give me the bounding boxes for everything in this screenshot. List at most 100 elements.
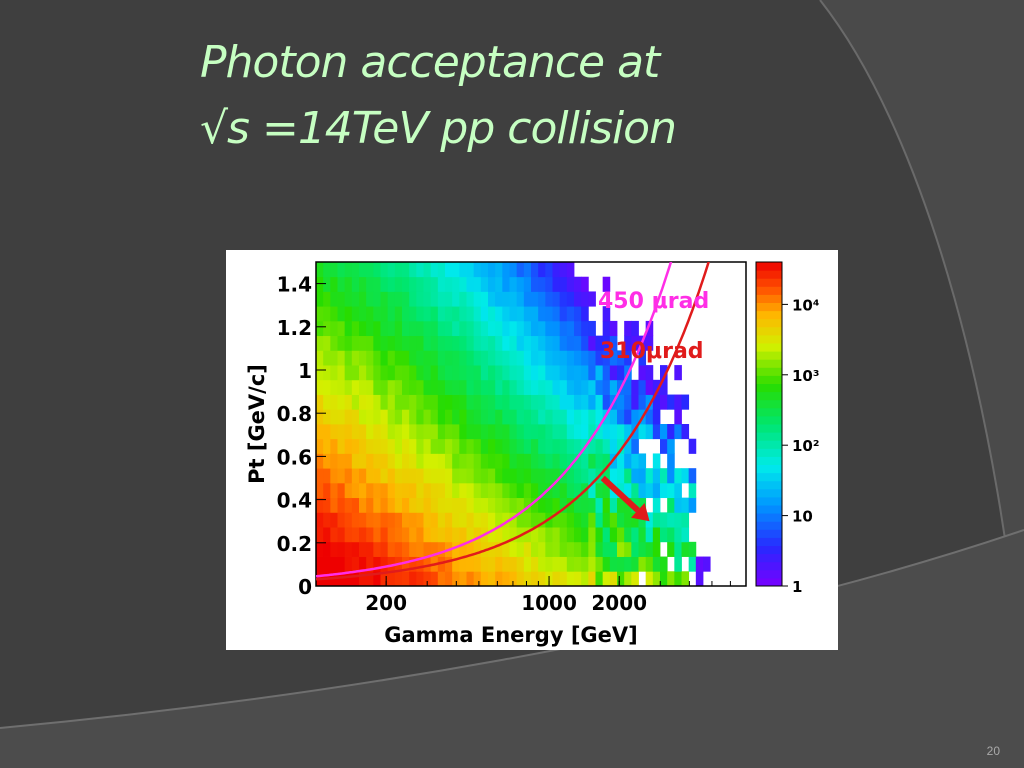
- heatmap-cell: [387, 512, 396, 528]
- heatmap-cell: [516, 335, 525, 351]
- heatmap-cell: [667, 512, 675, 528]
- heatmap-cell: [351, 262, 360, 278]
- heatmap-cell: [566, 276, 575, 292]
- heatmap-cell: [574, 276, 582, 292]
- colorbar-tick-label: 10: [792, 508, 813, 526]
- heatmap-cell: [459, 424, 467, 440]
- heatmap-cell: [366, 394, 374, 410]
- heatmap-cell: [495, 306, 503, 322]
- heatmap-cell: [437, 306, 446, 322]
- heatmap-cell: [380, 306, 389, 322]
- heatmap-cell: [394, 438, 403, 454]
- heatmap-cell: [373, 291, 381, 307]
- heatmap-cell: [509, 335, 518, 351]
- heatmap-cell: [473, 453, 482, 469]
- heatmap-cell: [344, 424, 353, 440]
- heatmap-cell: [416, 291, 424, 307]
- heatmap-cell: [452, 409, 460, 425]
- heatmap-cell: [602, 424, 611, 440]
- heatmap-cell: [602, 497, 611, 513]
- heatmap-cell: [366, 335, 374, 351]
- heatmap-cell: [359, 409, 367, 425]
- heatmap-cell: [480, 453, 489, 469]
- heatmap-cell: [638, 365, 647, 381]
- heatmap-cell: [581, 527, 589, 543]
- heatmap-cell: [509, 527, 518, 543]
- heatmap-cell: [323, 424, 331, 440]
- heatmap-cell: [624, 350, 632, 366]
- heatmap-cell: [581, 424, 589, 440]
- heatmap-cell: [631, 468, 639, 484]
- heatmap-cell: [445, 453, 453, 469]
- heatmap-cell: [359, 379, 367, 395]
- heatmap-cell: [409, 453, 417, 469]
- heatmap-cell: [516, 424, 525, 440]
- heatmap-cell: [609, 512, 618, 528]
- heatmap-cell: [480, 482, 489, 499]
- heatmap-cell: [387, 291, 396, 307]
- heatmap-cell: [344, 571, 353, 587]
- heatmap-cell: [459, 541, 467, 557]
- heatmap-cell: [330, 556, 338, 572]
- heatmap-cell: [480, 350, 489, 366]
- heatmap-cell: [366, 262, 374, 278]
- heatmap-cell: [445, 571, 453, 587]
- heatmap-cell: [366, 468, 374, 484]
- heatmap-cell: [330, 335, 338, 351]
- heatmap-cell: [316, 497, 324, 513]
- heatmap-cell: [380, 276, 389, 292]
- heatmap-cell: [452, 276, 460, 292]
- heatmap-cell: [624, 468, 632, 484]
- heatmap-cell: [574, 365, 582, 381]
- heatmap-cell: [380, 262, 389, 278]
- heatmap-cells: [316, 262, 711, 587]
- heatmap-cell: [416, 541, 424, 557]
- heatmap-cell: [495, 512, 503, 528]
- heatmap-cell: [416, 262, 424, 278]
- heatmap-cell: [545, 291, 553, 307]
- heatmap-cell: [588, 512, 596, 528]
- heatmap-cell: [488, 424, 496, 440]
- heatmap-cell: [624, 453, 632, 469]
- heatmap-cell: [595, 379, 604, 395]
- heatmap-cell: [602, 512, 611, 528]
- heatmap-cell: [538, 556, 546, 572]
- heatmap-cell: [495, 409, 503, 425]
- heatmap-cell: [351, 468, 360, 484]
- heatmap-cell: [380, 335, 389, 351]
- heatmap-cell: [316, 527, 324, 543]
- heatmap-cell: [473, 350, 482, 366]
- heatmap-cell: [445, 394, 453, 410]
- heatmap-cell: [409, 306, 417, 322]
- heatmap-cell: [459, 379, 467, 395]
- colorbar-segment: [756, 577, 782, 587]
- heatmap-cell: [416, 482, 424, 499]
- heatmap-cell: [645, 394, 654, 410]
- heatmap-cell: [323, 262, 331, 278]
- heatmap-cell: [402, 482, 410, 499]
- heatmap-cell: [602, 276, 611, 292]
- heatmap-cell: [609, 541, 618, 557]
- heatmap-cell: [559, 394, 568, 410]
- heatmap-cell: [516, 306, 525, 322]
- heatmap-cell: [674, 409, 682, 425]
- heatmap-cell: [495, 497, 503, 513]
- heatmap-cell: [337, 497, 346, 513]
- heatmap-cell: [452, 541, 460, 557]
- heatmap-cell: [559, 320, 568, 337]
- heatmap-cell: [466, 438, 475, 454]
- heatmap-cell: [344, 335, 353, 351]
- colorbar-segment: [756, 448, 782, 457]
- heatmap-cell: [681, 541, 690, 557]
- y-tick-label: 0.6: [277, 445, 312, 469]
- heatmap-cell: [523, 276, 532, 292]
- heatmap-cell: [652, 527, 661, 543]
- heatmap-cell: [473, 571, 482, 587]
- heatmap-cell: [552, 482, 561, 499]
- heatmap-cell: [452, 527, 460, 543]
- heatmap-cell: [394, 409, 403, 425]
- heatmap-cell: [609, 409, 618, 425]
- colorbar-segment: [756, 521, 782, 530]
- heatmap-cell: [523, 468, 532, 484]
- heatmap-cell: [609, 365, 618, 381]
